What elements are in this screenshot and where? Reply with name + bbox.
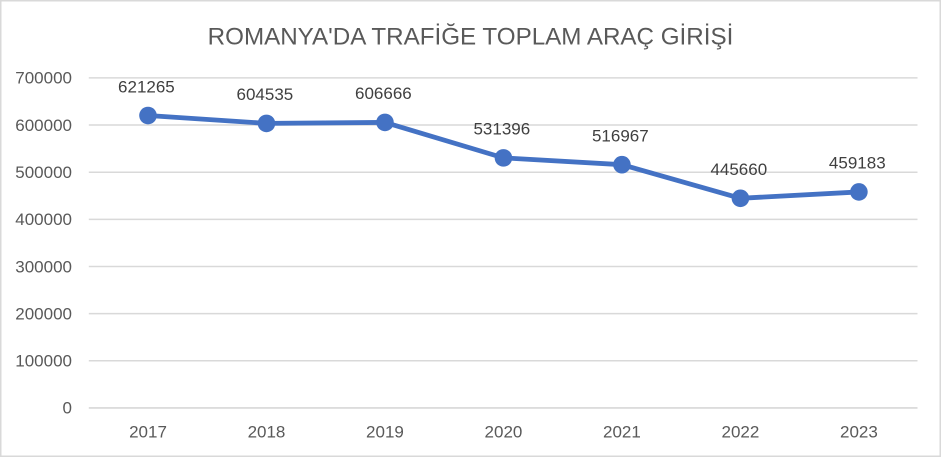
svg-text:0: 0	[63, 399, 72, 418]
svg-text:2020: 2020	[485, 423, 523, 442]
svg-text:531396: 531396	[473, 120, 530, 139]
svg-text:2019: 2019	[366, 423, 404, 442]
svg-text:2023: 2023	[840, 423, 878, 442]
svg-text:500000: 500000	[15, 163, 72, 182]
svg-text:2018: 2018	[248, 423, 286, 442]
svg-text:621265: 621265	[118, 77, 175, 96]
svg-text:200000: 200000	[15, 304, 72, 323]
svg-text:2022: 2022	[722, 423, 760, 442]
svg-text:ROMANYA'DA TRAFİĞE TOPLAM ARAÇ: ROMANYA'DA TRAFİĞE TOPLAM ARAÇ GİRİŞİ	[208, 23, 734, 50]
svg-text:2021: 2021	[603, 423, 641, 442]
svg-text:400000: 400000	[15, 210, 72, 229]
svg-text:606666: 606666	[355, 84, 412, 103]
svg-text:459183: 459183	[829, 154, 886, 173]
svg-text:700000: 700000	[15, 69, 72, 88]
svg-text:604535: 604535	[237, 85, 294, 104]
svg-text:516967: 516967	[592, 126, 649, 145]
svg-text:100000: 100000	[15, 352, 72, 371]
svg-text:2017: 2017	[129, 423, 167, 442]
svg-text:445660: 445660	[710, 160, 767, 179]
svg-text:300000: 300000	[15, 257, 72, 276]
svg-text:600000: 600000	[15, 116, 72, 135]
